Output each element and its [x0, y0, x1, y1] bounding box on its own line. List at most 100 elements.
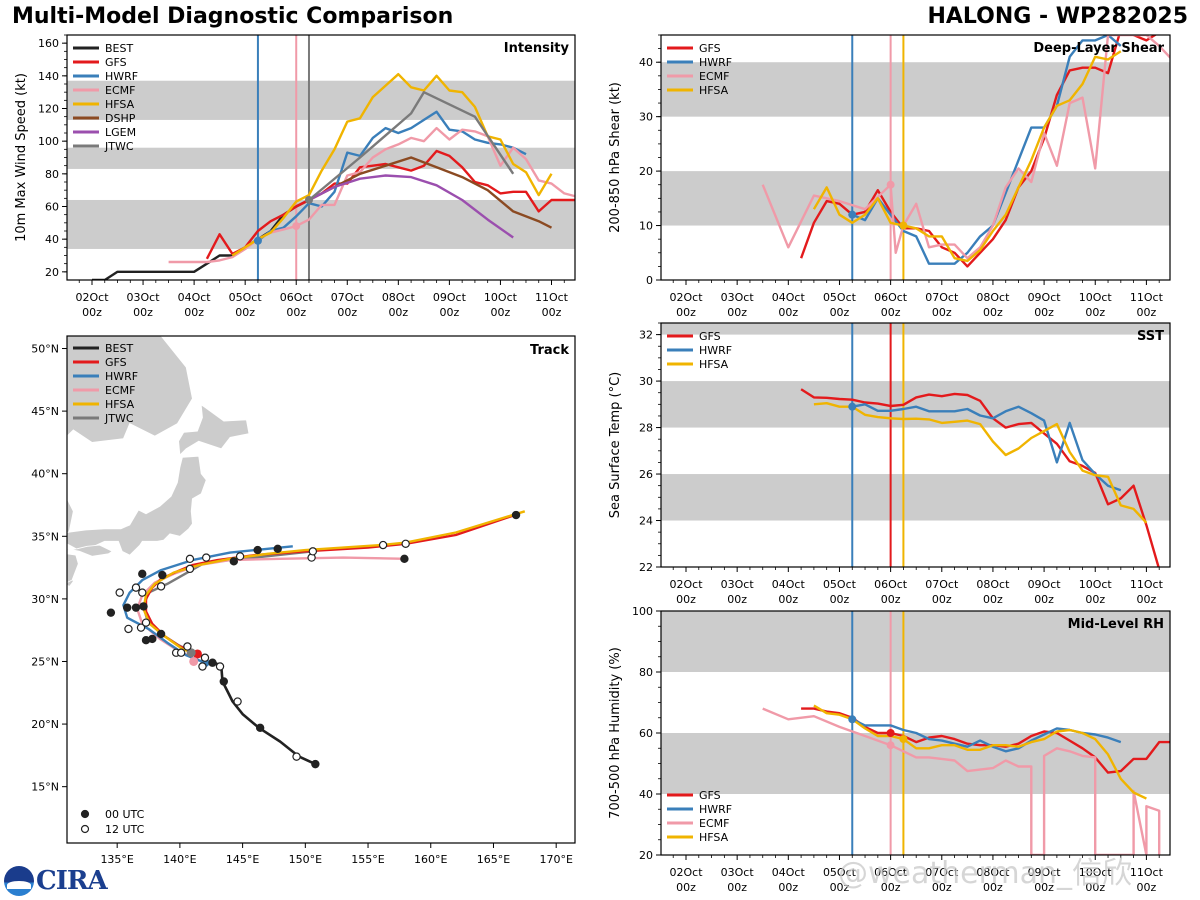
x-tick-label-time: 00z — [983, 593, 1003, 606]
x-tick-label-time: 00z — [1034, 593, 1054, 606]
x-tick-label-time: 00z — [830, 306, 850, 319]
series-line-dshp — [308, 156, 553, 229]
y-axis-label: 700-500 hPa Humidity (%) — [608, 647, 623, 819]
x-tick-label: 135°E — [100, 853, 133, 866]
x-tick-label: 04Oct — [772, 578, 806, 591]
threshold-band — [661, 611, 1170, 672]
x-tick-label: 11Oct — [1130, 866, 1164, 879]
cira-logo-text: CIRA — [36, 866, 108, 896]
x-tick-label: 04Oct — [772, 291, 806, 304]
track-point-12utc — [124, 624, 133, 634]
legend-label-hfsa: HFSA — [699, 358, 729, 371]
x-tick-label: 03Oct — [721, 866, 755, 879]
legend-marker-12utc — [80, 824, 90, 834]
land-shape — [67, 455, 207, 556]
threshold-band — [661, 474, 1170, 521]
legend-label-lgem: LGEM — [105, 126, 136, 139]
x-tick-label: 10Oct — [1079, 291, 1113, 304]
x-tick-label-time: 00z — [1085, 306, 1105, 319]
x-tick-label: 05Oct — [823, 291, 857, 304]
legend-label-utc: 00 UTC — [105, 808, 145, 821]
x-tick-label: 08Oct — [976, 291, 1010, 304]
land-shape — [67, 544, 114, 557]
legend-label-hwrf: HWRF — [699, 56, 732, 69]
legend-label-best: BEST — [105, 42, 133, 55]
threshold-band — [661, 323, 1170, 335]
y-tick-label: 35°N — [31, 530, 59, 543]
x-tick-label-time: 00z — [133, 306, 153, 319]
x-tick-label-time: 00z — [778, 306, 798, 319]
x-tick-label: 140°E — [163, 853, 196, 866]
land-shape — [67, 498, 74, 537]
legend-label-gfs: GFS — [105, 356, 127, 369]
legend-label-ecmf: ECMF — [699, 70, 729, 83]
panel-rh: 20 40 60 80 100 02Oct 00z 03Oct 00z 04Oct 00z 05Oct… — [608, 605, 1171, 894]
x-tick-label-time: 00z — [932, 593, 952, 606]
threshold-band — [661, 381, 1170, 428]
track-line-hfsa — [142, 510, 526, 658]
track-point-12utc — [131, 583, 141, 592]
y-axis-label: 200-850 hPa Shear (kt) — [608, 82, 623, 233]
track-point-00utc — [229, 557, 239, 566]
x-tick-label: 10Oct — [1079, 578, 1113, 591]
track-point-12utc — [401, 539, 410, 549]
x-tick-label: 05Oct — [229, 291, 263, 304]
series-line-hwrf — [851, 35, 1122, 265]
track-point-00utc — [400, 554, 409, 564]
x-tick-label-time: 00z — [676, 881, 696, 894]
init-marker-jtwc — [304, 195, 313, 204]
x-tick-label-time: 00z — [439, 306, 459, 319]
plot-frame — [66, 335, 576, 844]
y-tick-label: 15°N — [31, 781, 59, 794]
legend-label-dshp: DSHP — [105, 112, 136, 125]
track-point-12utc — [185, 564, 195, 574]
init-marker-hwrf — [848, 210, 857, 219]
legend-label-ecmf: ECMF — [699, 817, 729, 830]
x-tick-label: 07Oct — [925, 578, 959, 591]
x-tick-label-time: 00z — [542, 306, 562, 319]
legend-label-best: BEST — [105, 342, 133, 355]
x-tick-label: 04Oct — [772, 866, 806, 879]
x-tick-label-time: 00z — [1085, 881, 1105, 894]
series-line-gfs — [799, 35, 1158, 268]
track-point-00utc — [156, 629, 166, 639]
x-tick-label: 160°E — [414, 853, 447, 866]
y-tick-label: 30 — [639, 111, 653, 124]
y-tick-label: 22 — [639, 561, 653, 574]
x-tick-label-time: 00z — [983, 306, 1003, 319]
noaa-logo-icon — [4, 866, 34, 896]
panel-track: 135°E 140°E 145°E 150°E 155°E 160°E 165°E 170°E… — [31, 335, 576, 866]
x-tick-label: 06Oct — [874, 578, 908, 591]
figure-title: Multi-Model Diagnostic Comparison — [12, 4, 454, 29]
y-tick-label: 140 — [38, 70, 59, 83]
y-tick-label: 30 — [639, 375, 653, 388]
x-tick-label-time: 00z — [830, 593, 850, 606]
x-tick-label: 03Oct — [127, 291, 161, 304]
threshold-band — [661, 171, 1170, 226]
x-tick-label-time: 00z — [286, 306, 306, 319]
y-axis-label: 10m Max Wind Speed (kt) — [14, 73, 29, 242]
legend-label-hwrf: HWRF — [105, 370, 138, 383]
y-tick-label: 30°N — [31, 593, 59, 606]
x-tick-label: 07Oct — [925, 866, 959, 879]
track-point-12utc — [176, 648, 186, 657]
y-tick-label: 10 — [639, 220, 653, 233]
x-tick-label-time: 00z — [881, 593, 901, 606]
track-point-12utc — [136, 623, 146, 632]
series-line-best — [92, 198, 310, 280]
legend-label-hwrf: HWRF — [105, 70, 138, 83]
x-tick-label: 10Oct — [1079, 866, 1113, 879]
track-point-12utc — [235, 552, 245, 561]
x-tick-label: 09Oct — [1028, 578, 1062, 591]
x-tick-label-time: 00z — [1137, 306, 1157, 319]
x-tick-label-time: 00z — [1085, 593, 1105, 606]
y-tick-label: 45°N — [31, 405, 59, 418]
series-line-gfs — [800, 388, 1160, 567]
init-marker-hfsa — [899, 735, 908, 744]
x-tick-label-time: 00z — [1137, 881, 1157, 894]
legend-label-ecmf: ECMF — [105, 384, 135, 397]
series-line-jtwc — [308, 91, 515, 201]
x-tick-label: 09Oct — [1028, 866, 1062, 879]
x-tick-label: 02Oct — [669, 866, 703, 879]
